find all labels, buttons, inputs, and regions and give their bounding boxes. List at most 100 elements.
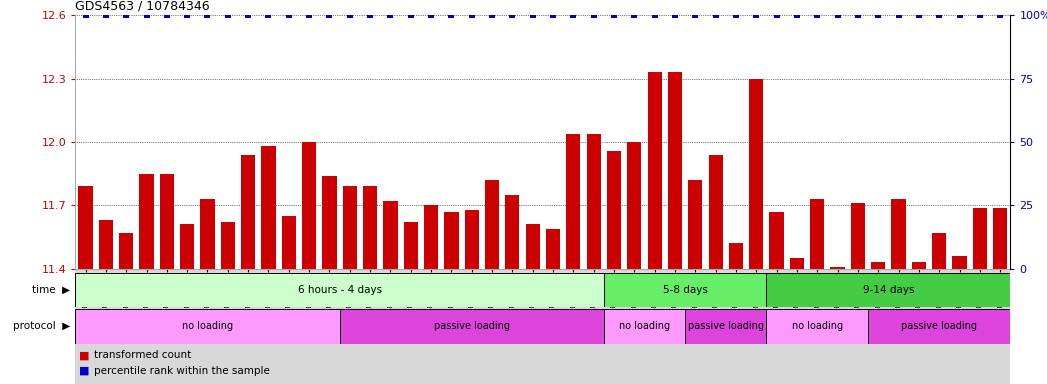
Text: passive loading: passive loading (688, 321, 764, 331)
Bar (241, 155, 255, 269)
Point (992, 12, 1008, 18)
Bar (953, 256, 966, 269)
Bar (98, 220, 113, 269)
Bar (383, 201, 398, 269)
Bar (506, 195, 519, 269)
Point (768, 12, 785, 18)
Bar (119, 233, 133, 269)
Point (748, 12, 764, 18)
Point (870, 12, 887, 18)
Point (443, 12, 460, 18)
Bar (200, 199, 215, 269)
Bar (973, 208, 987, 269)
Bar (685, 309, 766, 344)
Point (158, 12, 175, 18)
Bar (871, 263, 886, 269)
Point (565, 12, 582, 18)
Bar (851, 204, 865, 269)
Bar (160, 174, 174, 269)
Point (931, 12, 948, 18)
Bar (465, 210, 478, 269)
Point (199, 12, 216, 18)
Bar (912, 263, 926, 269)
Point (687, 12, 704, 18)
Text: 9-14 days: 9-14 days (863, 285, 914, 295)
Bar (627, 142, 642, 269)
Point (240, 12, 257, 18)
Bar (339, 309, 604, 344)
Bar (868, 309, 1010, 344)
Bar (322, 176, 336, 269)
Bar (993, 208, 1007, 269)
Bar (932, 233, 946, 269)
Bar (424, 205, 439, 269)
Text: protocol  ▶: protocol ▶ (13, 321, 70, 331)
Text: passive loading: passive loading (901, 321, 977, 331)
Point (728, 12, 744, 18)
Point (809, 12, 826, 18)
Point (646, 12, 663, 18)
Point (281, 12, 297, 18)
Point (605, 12, 622, 18)
Point (890, 12, 907, 18)
Bar (262, 146, 275, 269)
Bar (766, 273, 1010, 307)
Bar (766, 309, 868, 344)
Point (382, 12, 399, 18)
Text: passive loading: passive loading (433, 321, 510, 331)
Bar (221, 222, 235, 269)
Bar (810, 199, 824, 269)
Point (361, 12, 378, 18)
Point (626, 12, 643, 18)
Text: percentile rank within the sample: percentile rank within the sample (94, 366, 270, 376)
Point (423, 12, 440, 18)
Text: ■: ■ (79, 350, 89, 360)
Point (300, 12, 317, 18)
Text: GDS4563 / 10784346: GDS4563 / 10784346 (75, 0, 210, 13)
Bar (302, 142, 316, 269)
Text: no loading: no loading (792, 321, 843, 331)
Text: no loading: no loading (619, 321, 670, 331)
Point (829, 12, 846, 18)
Point (220, 12, 237, 18)
Bar (668, 73, 682, 269)
Point (138, 12, 155, 18)
Bar (729, 243, 743, 269)
Text: time  ▶: time ▶ (32, 285, 70, 295)
Bar (75, 309, 339, 344)
Text: 6 hours - 4 days: 6 hours - 4 days (297, 285, 382, 295)
Bar (750, 79, 763, 269)
Point (179, 12, 196, 18)
Point (484, 12, 500, 18)
Text: 5-8 days: 5-8 days (663, 285, 708, 295)
Point (464, 12, 481, 18)
Point (788, 12, 805, 18)
Bar (604, 273, 766, 307)
Bar (586, 134, 601, 269)
Point (525, 12, 541, 18)
Bar (770, 212, 784, 269)
Bar (139, 174, 154, 269)
Bar (709, 155, 722, 269)
Point (97, 12, 114, 18)
Point (402, 12, 419, 18)
Bar (566, 134, 580, 269)
Bar (647, 73, 662, 269)
Bar (180, 225, 195, 269)
Bar (607, 151, 621, 269)
Point (118, 12, 135, 18)
Point (951, 12, 967, 18)
Point (972, 12, 988, 18)
Text: no loading: no loading (182, 321, 233, 331)
Bar (526, 225, 540, 269)
Bar (342, 187, 357, 269)
Point (911, 12, 928, 18)
Point (341, 12, 358, 18)
Point (544, 12, 561, 18)
Bar (604, 309, 685, 344)
Bar (688, 180, 703, 269)
Bar (404, 222, 418, 269)
Bar (75, 273, 604, 307)
Bar (891, 199, 906, 269)
Bar (282, 216, 296, 269)
